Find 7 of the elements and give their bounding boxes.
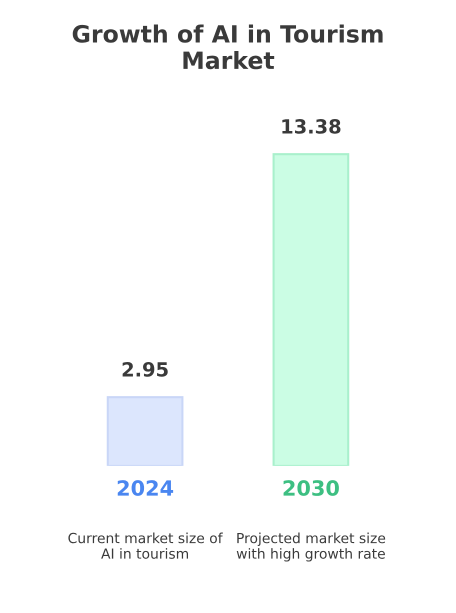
- text: Projected market size with high growth rate: [236, 532, 386, 562]
- text: Current market size of AI in tourism: [68, 532, 223, 559]
- x-tick-label: 2030: [284, 480, 339, 496]
- x-tick-label: 2024: [118, 480, 174, 496]
- data-label: 13.38: [282, 119, 340, 134]
- chart-title: Growth of AI in Tourism Market: [72, 24, 383, 70]
- data-label: 2.95: [122, 362, 168, 377]
